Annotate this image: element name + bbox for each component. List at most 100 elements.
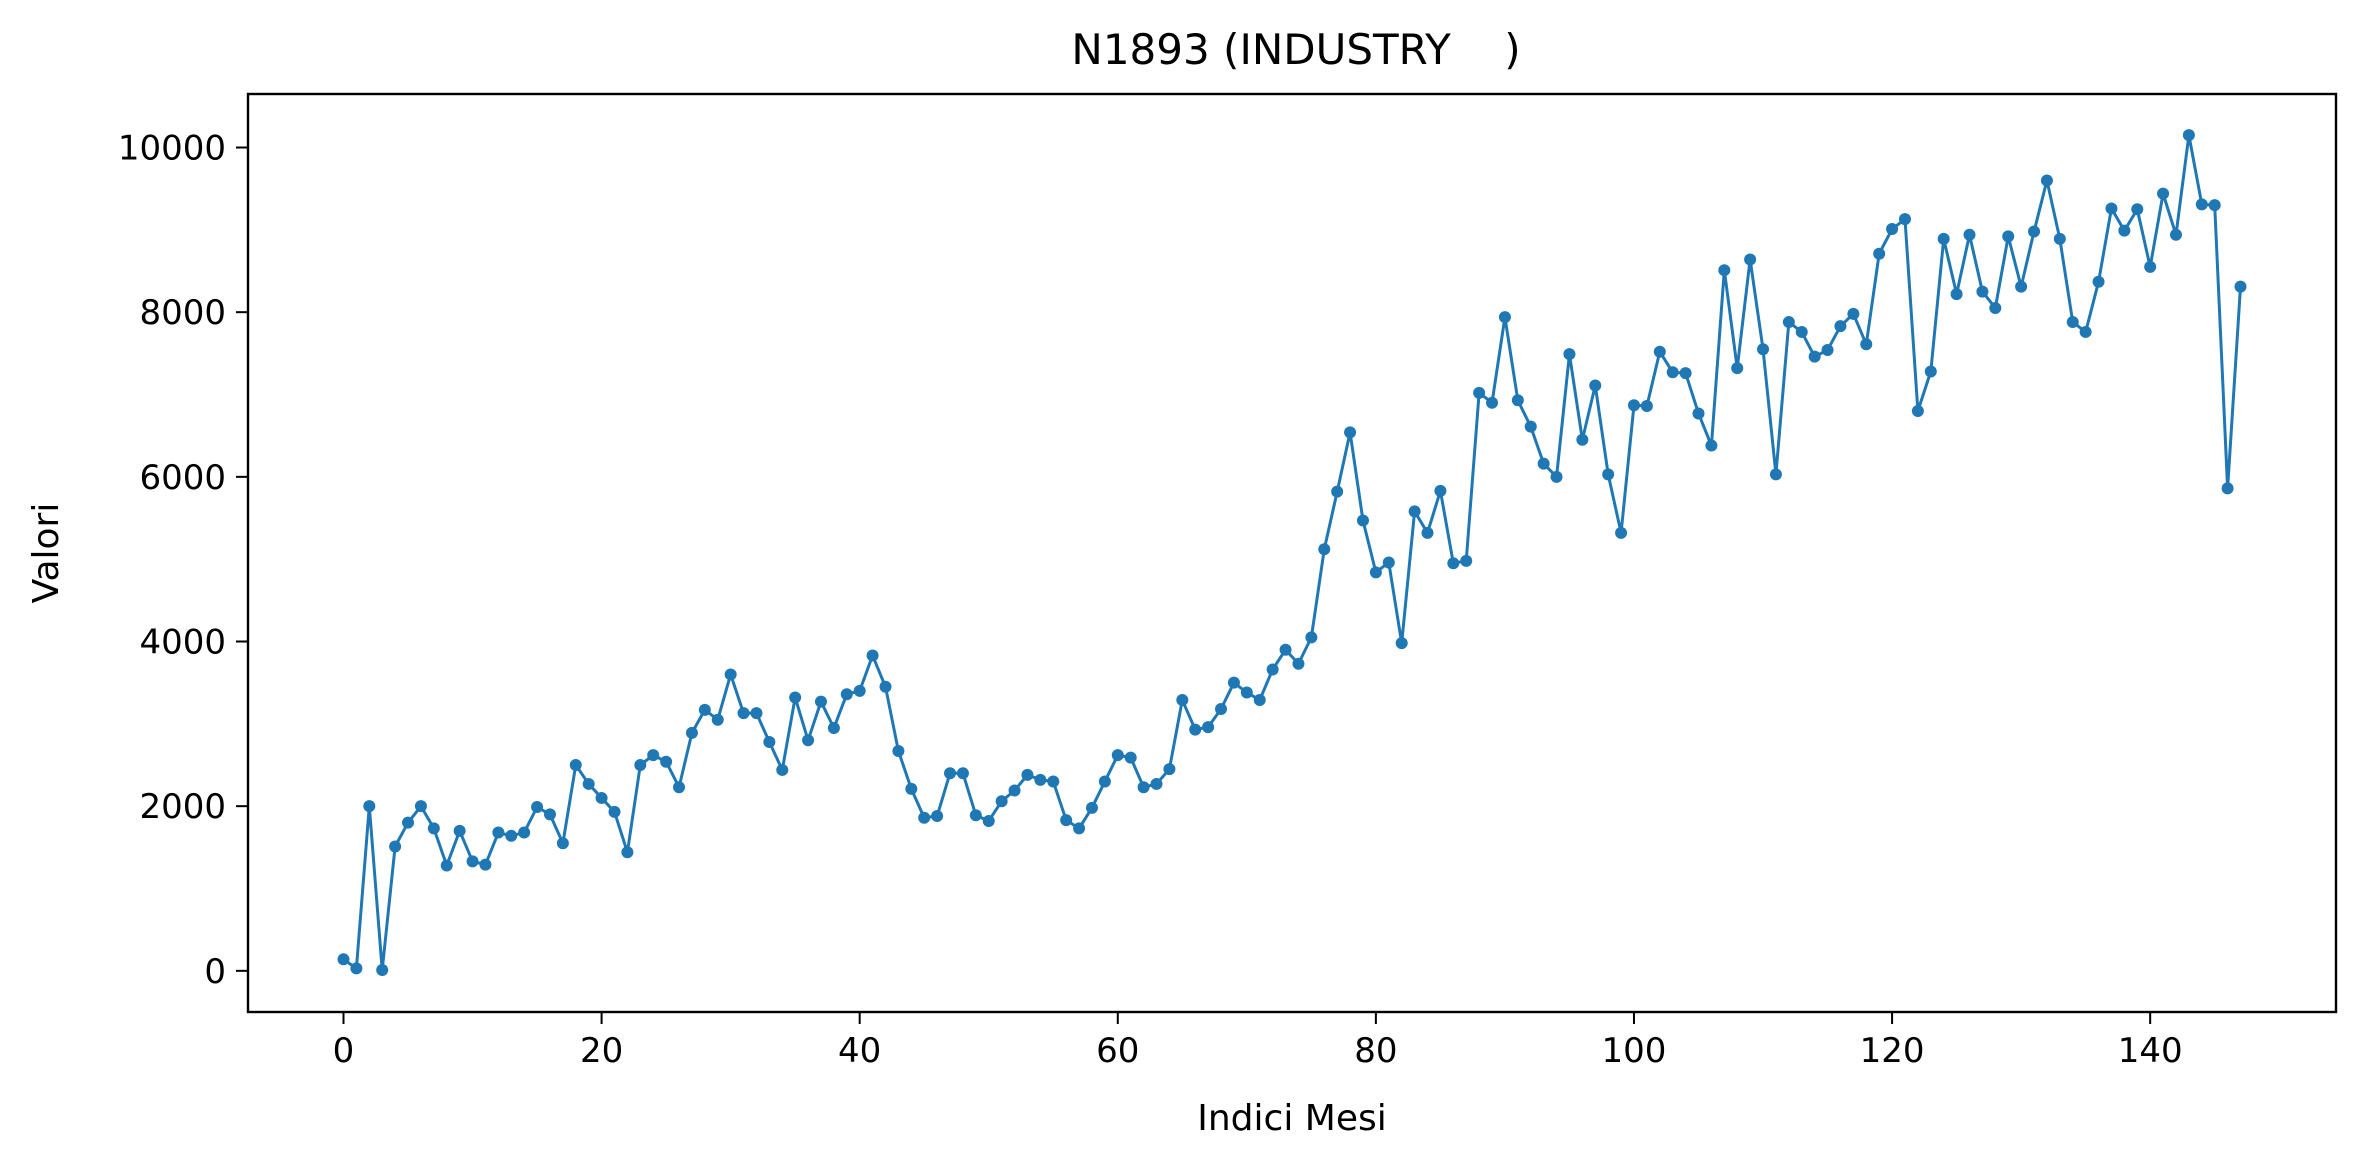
data-point [1421,526,1434,539]
data-point [2105,202,2118,215]
data-point [866,649,879,662]
data-point [1021,768,1034,781]
data-point [931,810,944,823]
data-point [1576,433,1589,446]
data-point [466,855,479,868]
data-point [1782,316,1795,329]
data-point [1627,399,1640,412]
data-point [518,826,531,839]
data-point [1860,338,1873,351]
plot-area-frame [246,92,2338,1014]
data-point [1266,663,1279,676]
data-point [543,808,556,821]
data-point [1498,311,1511,324]
x-tick-label: 140 [2118,1031,2183,1071]
data-point [827,721,840,734]
data-point [763,735,776,748]
data-point [2144,260,2157,273]
data-point [944,767,957,780]
data-point [1008,784,1021,797]
data-point [2169,228,2182,241]
data-point [1240,686,1253,699]
data-point [1679,367,1692,380]
data-point [1666,366,1679,379]
data-point [556,837,569,850]
data-point [1744,253,1757,266]
data-point [2092,275,2105,288]
data-point [2195,198,2208,211]
data-point [1847,307,1860,320]
data-point [621,846,634,859]
data-point [956,767,969,780]
data-point [1344,426,1357,439]
data-point [569,759,582,771]
data-point [1718,264,1731,277]
chart-title: N1893 (INDUSTRY ) [1071,25,1520,74]
data-point [660,755,673,768]
x-tick-label: 60 [1096,1031,1139,1071]
data-point [1227,676,1240,689]
x-tick-label: 80 [1354,1031,1397,1071]
data-point [1511,394,1524,407]
data-point [1137,781,1150,794]
y-axis-label: Valori [26,503,67,604]
data-point [1653,345,1666,358]
data-point [1898,213,1911,226]
data-point [1382,556,1395,569]
data-point [918,811,931,824]
data-point [724,668,737,681]
data-point [737,707,750,720]
data-point [1873,247,1886,260]
data-point [1924,365,1937,378]
data-point [2131,203,2144,216]
y-tick-label: 6000 [139,458,226,498]
data-point [1176,693,1189,706]
data-point [1486,396,1499,409]
data-point [363,800,376,813]
data-point [1060,814,1073,827]
data-point [1369,566,1382,579]
data-point [685,726,698,739]
data-point [453,824,466,837]
y-tick-label: 0 [204,952,226,992]
data-point [1911,404,1924,417]
data-point [905,782,918,795]
data-point [402,816,415,829]
data-point [1124,751,1137,764]
data-point [2028,225,2041,238]
data-point [634,759,647,771]
data-point [608,805,621,818]
data-point [2157,187,2170,200]
data-point [440,859,453,872]
data-point [1098,775,1111,788]
data-point [1253,693,1266,706]
data-point [2053,232,2066,245]
data-point [427,822,440,835]
data-point [1834,320,1847,333]
data-point [1563,348,1576,361]
data-point [647,749,660,762]
data-point [2221,482,2234,495]
data-point [2040,174,2053,187]
data-point [969,809,982,822]
data-point [376,964,389,977]
data-point [1202,721,1215,734]
data-point [1356,514,1369,527]
data-point [995,795,1008,808]
data-point [492,826,505,839]
data-point [1447,557,1460,570]
data-point [892,745,905,758]
data-point [1047,775,1060,788]
data-point [2208,199,2221,212]
data-point [1524,420,1537,433]
data-point [840,688,853,701]
data-point [802,734,815,747]
data-point [1615,526,1628,539]
data-point [1034,773,1047,786]
data-point [1189,723,1202,736]
data-point [414,800,427,813]
data-point [1757,343,1770,356]
data-point [776,763,789,776]
data-point [1989,302,2002,315]
